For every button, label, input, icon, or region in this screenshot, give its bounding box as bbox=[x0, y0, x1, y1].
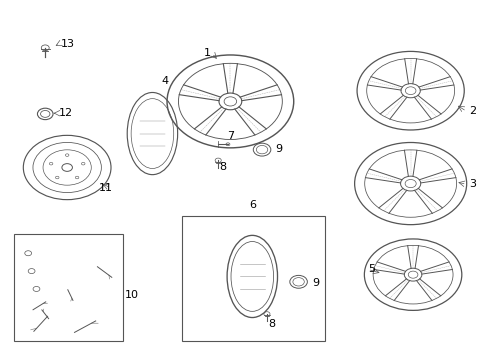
Text: 8: 8 bbox=[220, 162, 226, 172]
Bar bbox=[182, 216, 325, 341]
Text: 1: 1 bbox=[204, 48, 211, 58]
Text: 6: 6 bbox=[249, 201, 256, 210]
Text: 2: 2 bbox=[469, 107, 476, 116]
Text: 11: 11 bbox=[98, 183, 113, 193]
Text: 3: 3 bbox=[469, 179, 476, 189]
Text: 7: 7 bbox=[227, 131, 234, 141]
Text: 4: 4 bbox=[161, 76, 168, 86]
Text: 9: 9 bbox=[275, 144, 282, 154]
Text: 10: 10 bbox=[124, 290, 139, 300]
Text: 12: 12 bbox=[59, 108, 73, 118]
Bar bbox=[14, 234, 123, 341]
Text: 13: 13 bbox=[61, 39, 75, 49]
Text: 9: 9 bbox=[312, 278, 319, 288]
Text: 8: 8 bbox=[268, 319, 275, 329]
Text: 5: 5 bbox=[368, 264, 375, 274]
